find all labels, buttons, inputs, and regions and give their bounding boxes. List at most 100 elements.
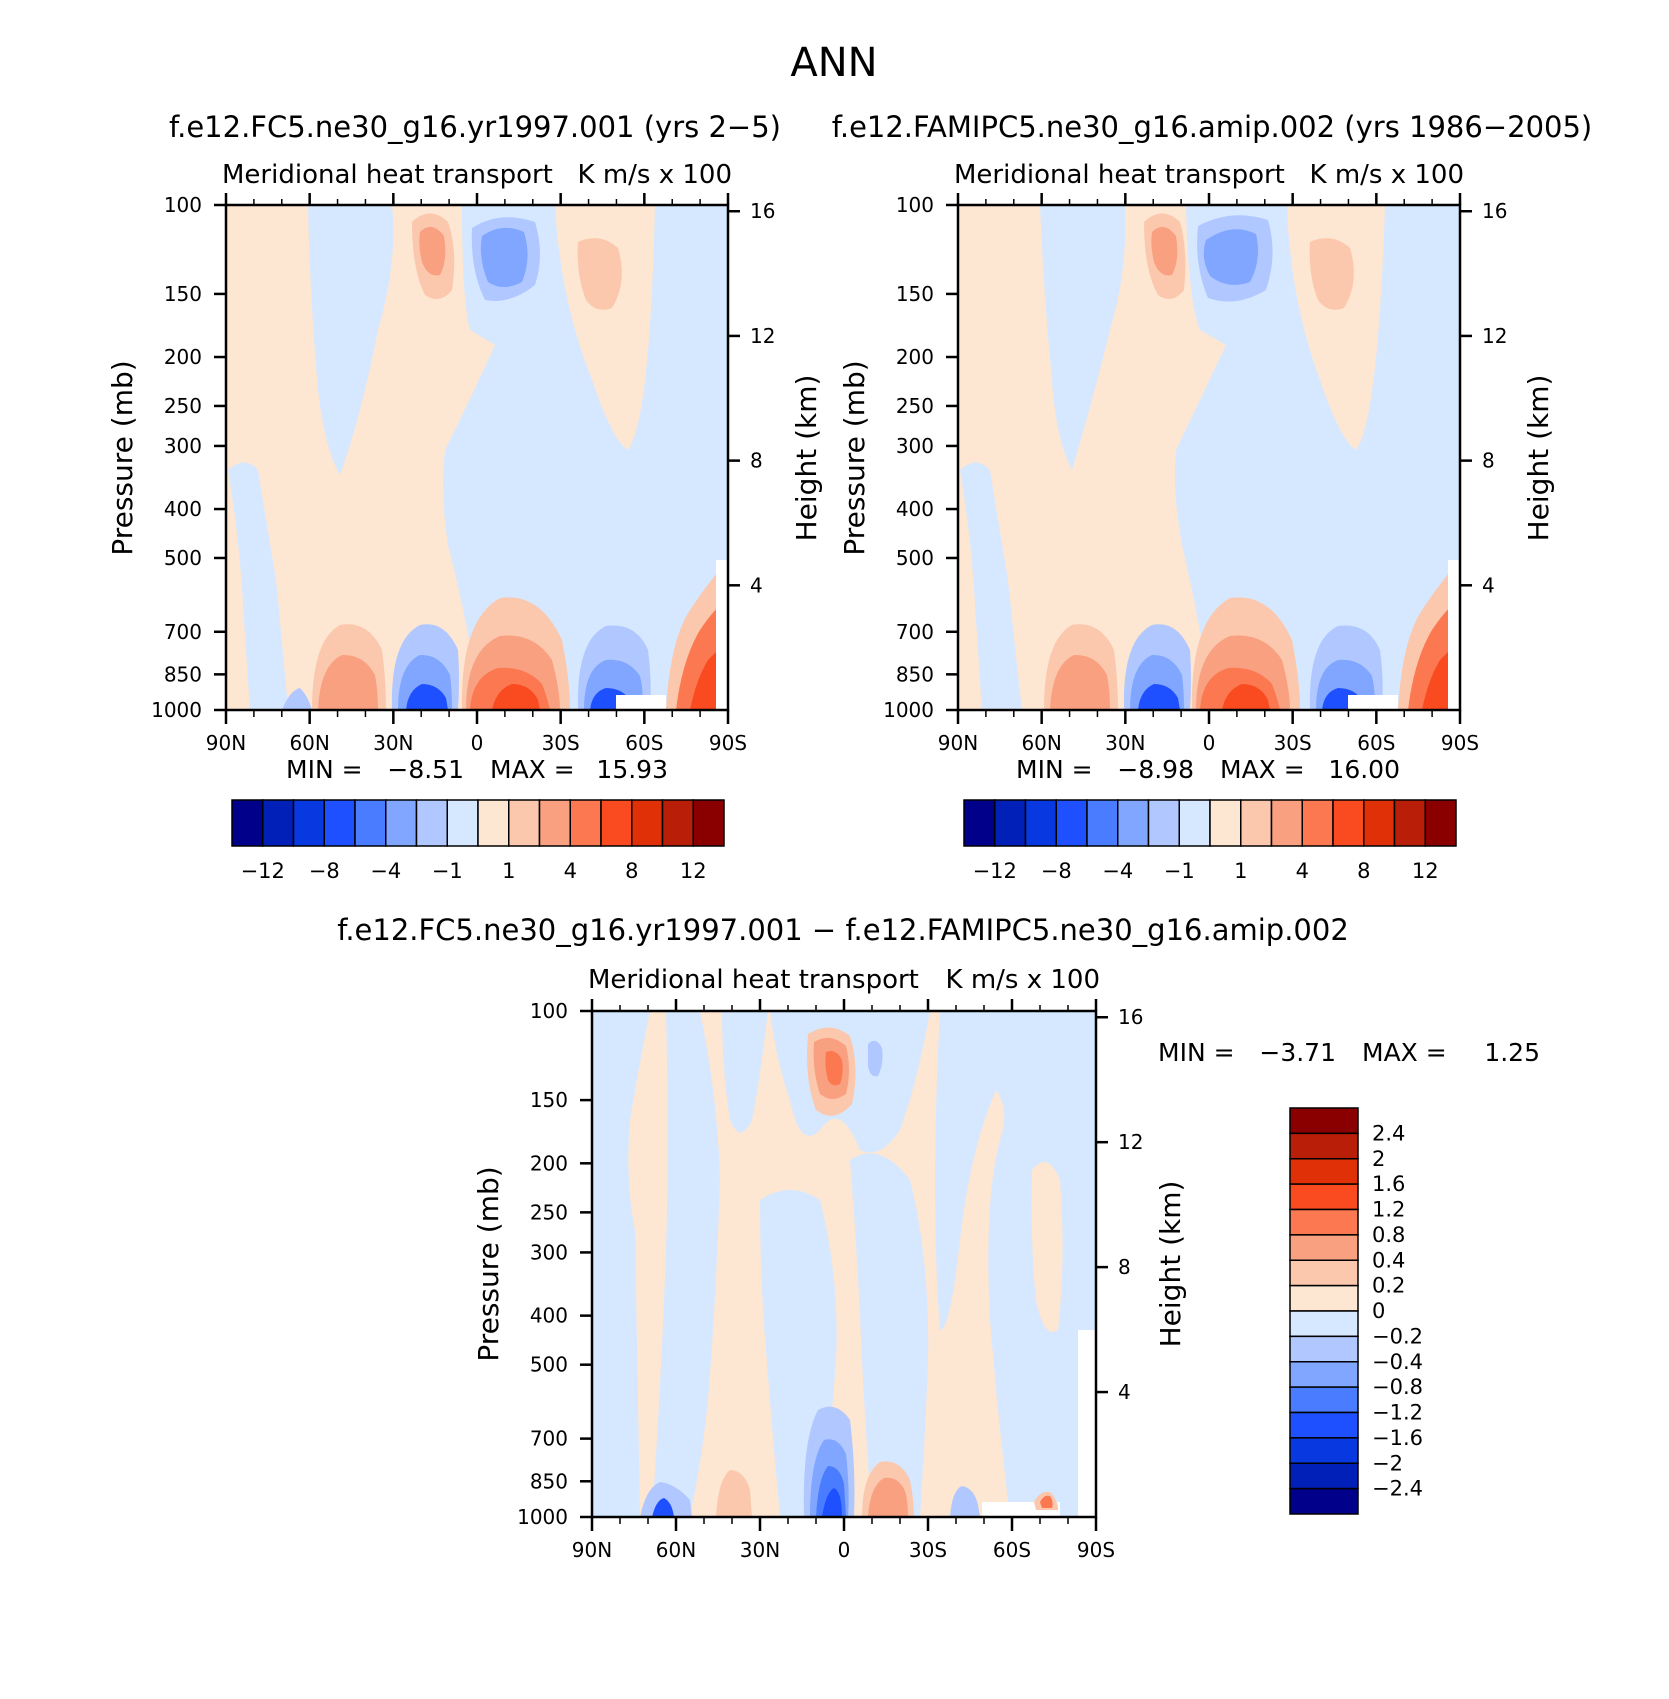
control-region-neg-30n-lower-core	[1138, 684, 1180, 710]
control-ylabel-right: Height (km)	[1522, 375, 1555, 542]
case-y-tick-label: 250	[164, 394, 202, 418]
case-colorbar-box	[631, 799, 664, 847]
case-min-value: −8.51	[387, 755, 464, 784]
diff-y-tick-label: 700	[530, 1427, 568, 1451]
case-x-ticks: 90N 60N 30N 0 30S 60S 90S	[206, 193, 747, 755]
control-max-value: 16.00	[1328, 755, 1400, 784]
case-y-tick-label: 400	[164, 497, 202, 521]
control-colorbar-box	[994, 799, 1027, 847]
case-colorbar-box	[600, 799, 633, 847]
case-colorbar-box	[323, 799, 356, 847]
control-colorbar-box	[1024, 799, 1057, 847]
case-contour-field	[226, 205, 728, 710]
diff-colorbar: 2.421.61.20.80.40.20−0.2−0.4−0.8−1.2−1.6…	[1289, 1107, 1423, 1515]
diff-y-tick-label: 400	[530, 1304, 568, 1328]
diff-x-ticks: 90N 60N 30N 0 30S 60S 90S	[572, 999, 1115, 1562]
diff-colorbar-box	[1289, 1386, 1359, 1414]
case-colorbar-box	[415, 799, 448, 847]
case-colorbar-box	[292, 799, 325, 847]
control-x-ticks: 90N 60N 30N 0 30S 60S 90S	[938, 193, 1479, 755]
control-missing-data	[1348, 695, 1398, 710]
diff-colorbar-label: 0.8	[1372, 1223, 1405, 1247]
diff-colorbar-label: −2	[1372, 1451, 1403, 1475]
control-region-neg-eq	[1174, 205, 1460, 710]
control-y-tick-label: 250	[896, 394, 934, 418]
diff-colorbar-label: 1.2	[1372, 1198, 1405, 1222]
diff-colorbar-box	[1289, 1284, 1359, 1312]
case-x-tick-label: 90S	[709, 731, 747, 755]
diff-colorbar-label: −0.4	[1372, 1350, 1423, 1374]
diff-colorbar-box	[1289, 1437, 1359, 1464]
diff-y-tick-label: 500	[530, 1353, 568, 1377]
diff-colorbar-label: 0.2	[1372, 1274, 1405, 1298]
case-x-tick-label: 30N	[373, 731, 413, 755]
diff-colorbar-box	[1289, 1158, 1359, 1185]
control-y-tick-label: 150	[896, 282, 934, 306]
diff-y-right-tick-label: 4	[1118, 1380, 1131, 1404]
control-title: f.e12.FAMIPC5.ne30_g16.amip.002 (yrs 198…	[832, 110, 1593, 144]
control-x-tick-label: 90N	[938, 731, 978, 755]
diff-region-pos-90s-lower-core	[1040, 1495, 1053, 1508]
diff-colorbar-label: −1.6	[1372, 1426, 1423, 1450]
case-region-pos-eq-lower-core	[492, 684, 540, 710]
diff-contour-field	[592, 1011, 1096, 1517]
diff-ylabel: Pressure (mb)	[472, 1166, 505, 1361]
diff-colorbar-label: −2.4	[1372, 1477, 1423, 1501]
case-y-tick-label: 200	[164, 345, 202, 369]
control-y-tick-label: 500	[896, 546, 934, 570]
case-subtitle-right: K m/s x 100	[578, 160, 733, 190]
control-ylabel: Pressure (mb)	[838, 360, 871, 555]
case-x-tick-label: 90N	[206, 731, 246, 755]
control-region-neg-eq-upper-core	[1203, 229, 1258, 285]
case-x-tick-label: 0	[471, 731, 484, 755]
diff-colorbar-label: 0	[1372, 1299, 1385, 1323]
diff-colorbar-label: 0.4	[1372, 1248, 1405, 1272]
case-colorbar-box	[231, 799, 264, 847]
case-colorbar-label: 4	[564, 859, 577, 883]
case-y-tick-label: 100	[164, 193, 202, 217]
diff-y-tick-label: 100	[530, 999, 568, 1023]
case-x-tick-label: 30S	[542, 731, 580, 755]
control-region-pos-60n-lower	[1050, 654, 1110, 710]
control-colorbar-box	[1363, 799, 1396, 847]
control-colorbar-box	[1209, 799, 1242, 847]
diff-region-neg-center-upper	[722, 1011, 768, 1133]
control-y-tick-label: 1000	[883, 698, 934, 722]
diff-y-tick-label: 150	[530, 1088, 568, 1112]
case-colorbar-box	[538, 799, 571, 847]
case-missing-edge	[716, 560, 728, 710]
diff-y-right-tick-label: 12	[1118, 1130, 1143, 1154]
control-region-pos-eq-lower-core	[1222, 684, 1270, 710]
control-missing-edge	[1448, 560, 1460, 710]
case-y-tick-label: 850	[164, 662, 202, 686]
diff-min-label: MIN =	[1158, 1038, 1235, 1067]
diff-region-neg-60n-strip	[652, 1011, 720, 1517]
diff-colorbar-box	[1289, 1208, 1359, 1236]
diff-colorbar-box	[1289, 1361, 1359, 1388]
control-colorbar-box	[963, 799, 996, 847]
panel-diff: f.e12.FC5.ne30_g16.yr1997.001 − f.e12.FA…	[337, 913, 1540, 1562]
diff-region-pos-30n-upper-core	[825, 1051, 843, 1086]
case-region-pos-60n-lower	[318, 654, 378, 710]
diff-colorbar-label: 2.4	[1372, 1121, 1405, 1145]
control-colorbar-box	[1332, 799, 1365, 847]
diff-x-tick-label: 60N	[656, 1538, 696, 1562]
case-y-right-tick-label: 12	[750, 324, 775, 348]
diff-colorbar-label: 1.6	[1372, 1172, 1405, 1196]
control-colorbar-box	[1055, 799, 1088, 847]
diff-colorbar-box	[1289, 1335, 1359, 1363]
diff-x-tick-label: 90S	[1077, 1538, 1115, 1562]
diff-region-neg-eq-upper-small	[868, 1040, 883, 1077]
diff-region-neg-30s	[850, 1153, 929, 1517]
control-region-neg-high	[960, 462, 1022, 710]
control-y-tick-label: 300	[896, 434, 934, 458]
diff-colorbar-box	[1289, 1310, 1359, 1338]
case-y-tick-label: 700	[164, 620, 202, 644]
control-y-tick-label: 200	[896, 345, 934, 369]
case-colorbar-box	[385, 799, 418, 847]
case-y-tick-label: 150	[164, 282, 202, 306]
panel-control: f.e12.FAMIPC5.ne30_g16.amip.002 (yrs 198…	[832, 110, 1593, 883]
figure-title: ANN	[790, 40, 877, 86]
case-y-right-tick-label: 16	[750, 199, 775, 223]
case-title: f.e12.FC5.ne30_g16.yr1997.001 (yrs 2−5)	[169, 110, 781, 144]
